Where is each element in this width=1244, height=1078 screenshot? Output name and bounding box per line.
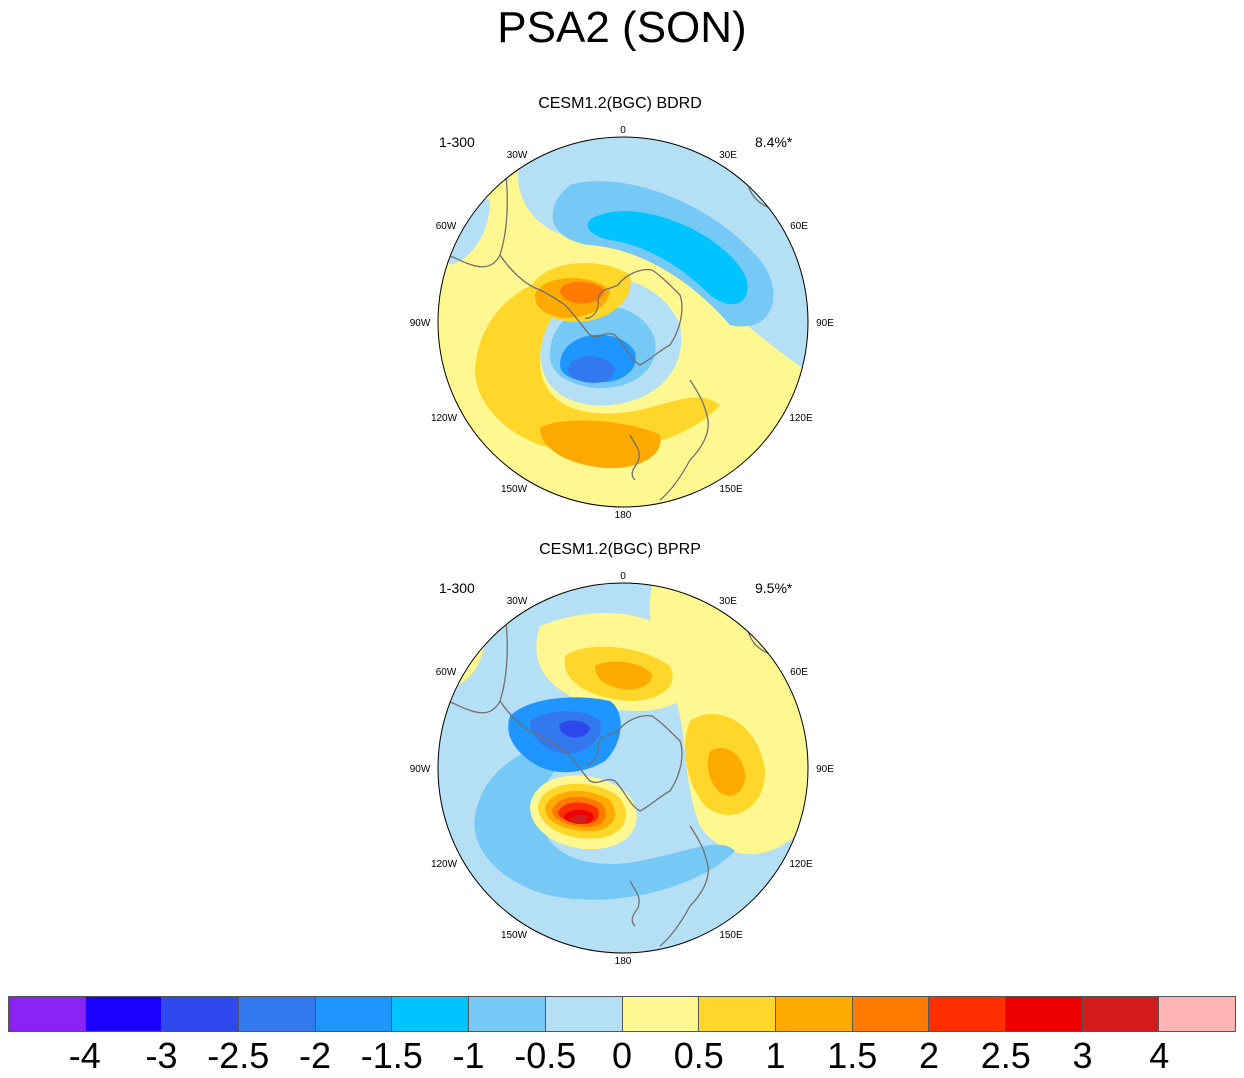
lon-label-180: 180 [615,956,632,967]
colorbar-label: 1.5 [827,1035,878,1076]
lon-label-0: 0 [620,571,626,582]
panel-right-label: 8.4%* [755,134,793,150]
lon-label-90e: 90E [816,764,834,775]
colorbar-label: 3 [1072,1035,1093,1076]
colorbar-label: -0.5 [514,1035,577,1076]
colorbar-box [929,997,1006,1031]
lon-label-60w: 60W [436,667,457,678]
colorbar-label: -3 [145,1035,178,1076]
lon-label-120e: 120E [789,413,813,424]
lon-label-120w: 120W [431,413,458,424]
polar-map-bdrd: 0 30E 60E 90E 120E 150E 180 150W 120W 90… [410,125,835,521]
colorbar-label: 2.5 [980,1035,1031,1076]
main-title: PSA2 (SON) [497,3,747,52]
colorbar-box [545,997,623,1031]
colorbar-box [1005,997,1083,1031]
polar-map-bprp: 0 30E 60E 90E 120E 150E 180 150W 120W 90… [410,571,835,967]
lon-label-150w: 150W [501,930,528,941]
lon-label-180: 180 [615,510,632,521]
colorbar-label: 0 [611,1035,633,1076]
colorbar-box [775,997,853,1031]
colorbar-label: -2.5 [207,1035,270,1076]
lon-label-150w: 150W [501,484,528,495]
lon-label-0: 0 [620,125,626,136]
colorbar-label: -1 [452,1035,485,1076]
colorbar-box [162,997,240,1031]
colorbar-box [315,997,393,1031]
colorbar-box [622,997,700,1031]
colorbar-box [85,997,163,1031]
panel-right-label: 9.5%* [755,580,793,596]
lon-label-120e: 120E [789,859,813,870]
colorbar-label: -4 [68,1035,101,1076]
lon-label-90w: 90W [410,318,431,329]
colorbar-label: 1 [765,1035,786,1076]
colorbar-label: 0.5 [673,1035,724,1076]
colorbar-box [469,997,546,1031]
panel-title: CESM1.2(BGC) BDRD [538,95,702,112]
lon-label-60w: 60W [436,221,457,232]
colorbar-box [1082,997,1160,1031]
panel-left-label: 1-300 [439,134,475,150]
colorbar-label: 2 [918,1035,940,1076]
lon-label-150e: 150E [719,930,743,941]
colorbar [8,996,1236,1032]
colorbar-box [392,997,470,1031]
lon-label-150e: 150E [719,484,743,495]
lon-label-30w: 30W [507,596,528,607]
colorbar-label: -2 [298,1035,332,1076]
colorbar-label: -1.5 [360,1035,423,1076]
lon-label-60e: 60E [790,667,808,678]
lon-label-90e: 90E [816,318,834,329]
map-panel-bdrd: CESM1.2(BGC) BDRD 1-300 8.4%* [390,90,850,521]
colorbar-box [1159,997,1235,1031]
map-panel-bprp: CESM1.2(BGC) BPRP 1-300 9.5%* [390,536,850,967]
colorbar-box [239,997,316,1031]
panel-left-label: 1-300 [439,580,475,596]
lon-label-120w: 120W [431,859,458,870]
lon-label-30e: 30E [719,150,737,161]
lon-label-90w: 90W [410,764,431,775]
colorbar-box [699,997,776,1031]
panel-title: CESM1.2(BGC) BPRP [539,541,701,558]
lon-label-60e: 60E [790,221,808,232]
lon-label-30e: 30E [719,596,737,607]
lon-label-30w: 30W [507,150,528,161]
colorbar-label: 4 [1149,1035,1170,1076]
colorbar-box [852,997,930,1031]
colorbar-box [9,997,86,1031]
